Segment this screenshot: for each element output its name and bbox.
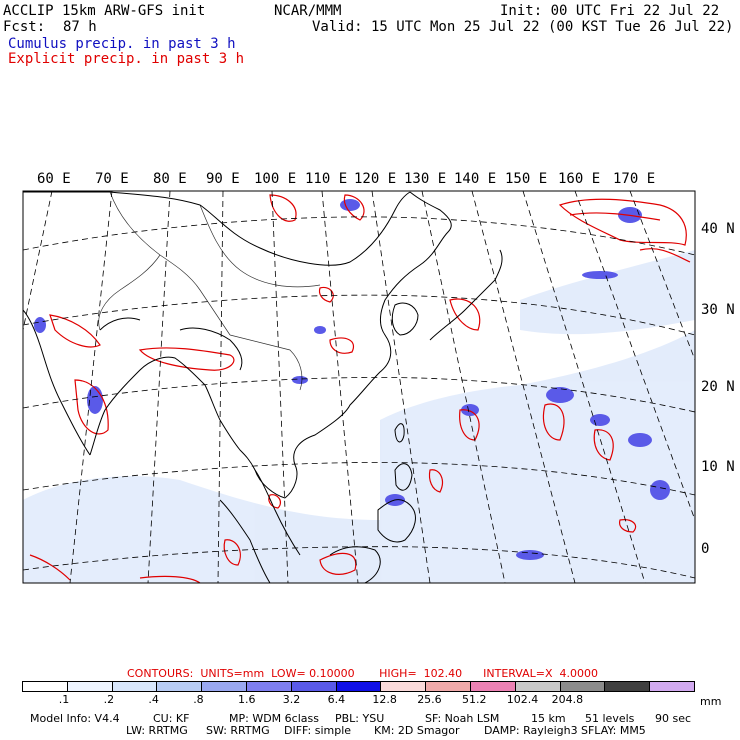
footer-damp: DAMP: Rayleigh3 <box>484 724 578 737</box>
colorbar-tick-label: .4 <box>148 693 159 706</box>
colorbar-swatch <box>604 681 651 692</box>
map-frame <box>22 190 696 584</box>
colorbar-tick-label: 102.4 <box>506 693 539 706</box>
footer-cu: CU: KF <box>153 712 190 725</box>
lon-label: 90 E <box>206 171 240 187</box>
colorbar-swatch <box>514 681 561 692</box>
colorbar-swatch <box>470 681 516 692</box>
lat-label: 20 N <box>701 379 735 395</box>
colorbar-swatch <box>559 681 606 692</box>
lon-label: 110 E <box>305 171 348 187</box>
colorbar-units: mm <box>700 695 722 708</box>
footer-sf: SF: Noah LSM <box>425 712 500 725</box>
colorbar-tick-label: 6.4 <box>327 693 346 706</box>
contours-info: CONTOURS: UNITS=mm LOW= 0.10000 HIGH= 10… <box>127 667 599 680</box>
lon-label: 160 E <box>558 171 601 187</box>
footer-timestep: 90 sec <box>655 712 692 725</box>
footer-mp: MP: WDM 6class <box>229 712 319 725</box>
colorbar-swatch <box>246 681 292 692</box>
fcst-value: 87 h <box>63 19 97 35</box>
footer-resolution: 15 km <box>531 712 566 725</box>
fcst-label: Fcst: <box>3 19 46 35</box>
colorbar-tick-label: .1 <box>58 693 70 706</box>
legend-explicit: Explicit precip. in past 3 h <box>8 51 245 67</box>
lon-label: 60 E <box>37 171 71 187</box>
colorbar-swatch <box>290 681 337 692</box>
colorbar-tick-label: 204.8 <box>551 693 584 706</box>
country-borders <box>98 191 321 391</box>
footer-pbl: PBL: YSU <box>335 712 385 725</box>
colorbar-swatch <box>425 681 471 692</box>
lon-label: 120 E <box>354 171 397 187</box>
footer-model-info: Model Info: V4.4 <box>30 712 120 725</box>
lon-label: 130 E <box>404 171 447 187</box>
lat-label: 30 N <box>701 302 735 318</box>
colorbar-swatch <box>156 681 203 692</box>
colorbar-tick-label: 1.6 <box>238 693 256 706</box>
footer-sw: SW: RRTMG <box>206 724 270 737</box>
org-label: NCAR/MMM <box>274 3 342 19</box>
legend-cumulus: Cumulus precip. in past 3 h <box>8 36 236 52</box>
footer-lw: LW: RRTMG <box>126 724 188 737</box>
colorbar-tick-label: 12.8 <box>372 693 397 706</box>
light-precip-wash <box>23 250 695 583</box>
valid-time: Valid: 15 UTC Mon 25 Jul 22 (00 KST Tue … <box>312 19 734 35</box>
model-title: ACCLIP 15km ARW-GFS init <box>3 3 206 19</box>
footer-levels: 51 levels <box>585 712 635 725</box>
colorbar-tick-label: 25.6 <box>417 693 442 706</box>
colorbar-swatch <box>22 681 68 692</box>
colorbar-swatch <box>649 681 695 692</box>
lon-label: 140 E <box>454 171 497 187</box>
colorbar-tick-label: 51.2 <box>462 693 487 706</box>
colorbar-swatch <box>111 681 158 692</box>
lon-label: 170 E <box>613 171 656 187</box>
graticule <box>23 191 695 583</box>
colorbar-swatch <box>66 681 113 692</box>
lon-label: 70 E <box>95 171 129 187</box>
footer-km: KM: 2D Smagor <box>374 724 460 737</box>
colorbar-swatch <box>335 681 382 692</box>
lon-label: 100 E <box>254 171 297 187</box>
init-time: Init: 00 UTC Fri 22 Jul 22 <box>500 3 720 19</box>
colorbar-swatch <box>380 681 427 692</box>
lat-label: 0 <box>701 541 710 557</box>
lat-label: 40 N <box>701 221 735 237</box>
colorbar-tick-label: .2 <box>103 693 115 706</box>
lon-label: 80 E <box>153 171 187 187</box>
colorbar-tick-label: 3.2 <box>282 693 301 706</box>
footer-sflay: SFLAY: MM5 <box>581 724 646 737</box>
colorbar-tick-label: .8 <box>193 693 204 706</box>
lon-label: 150 E <box>505 171 548 187</box>
lat-label: 10 N <box>701 459 735 475</box>
footer-diff: DIFF: simple <box>284 724 352 737</box>
red-precip-contours <box>29 194 691 583</box>
colorbar-swatch <box>201 681 247 692</box>
